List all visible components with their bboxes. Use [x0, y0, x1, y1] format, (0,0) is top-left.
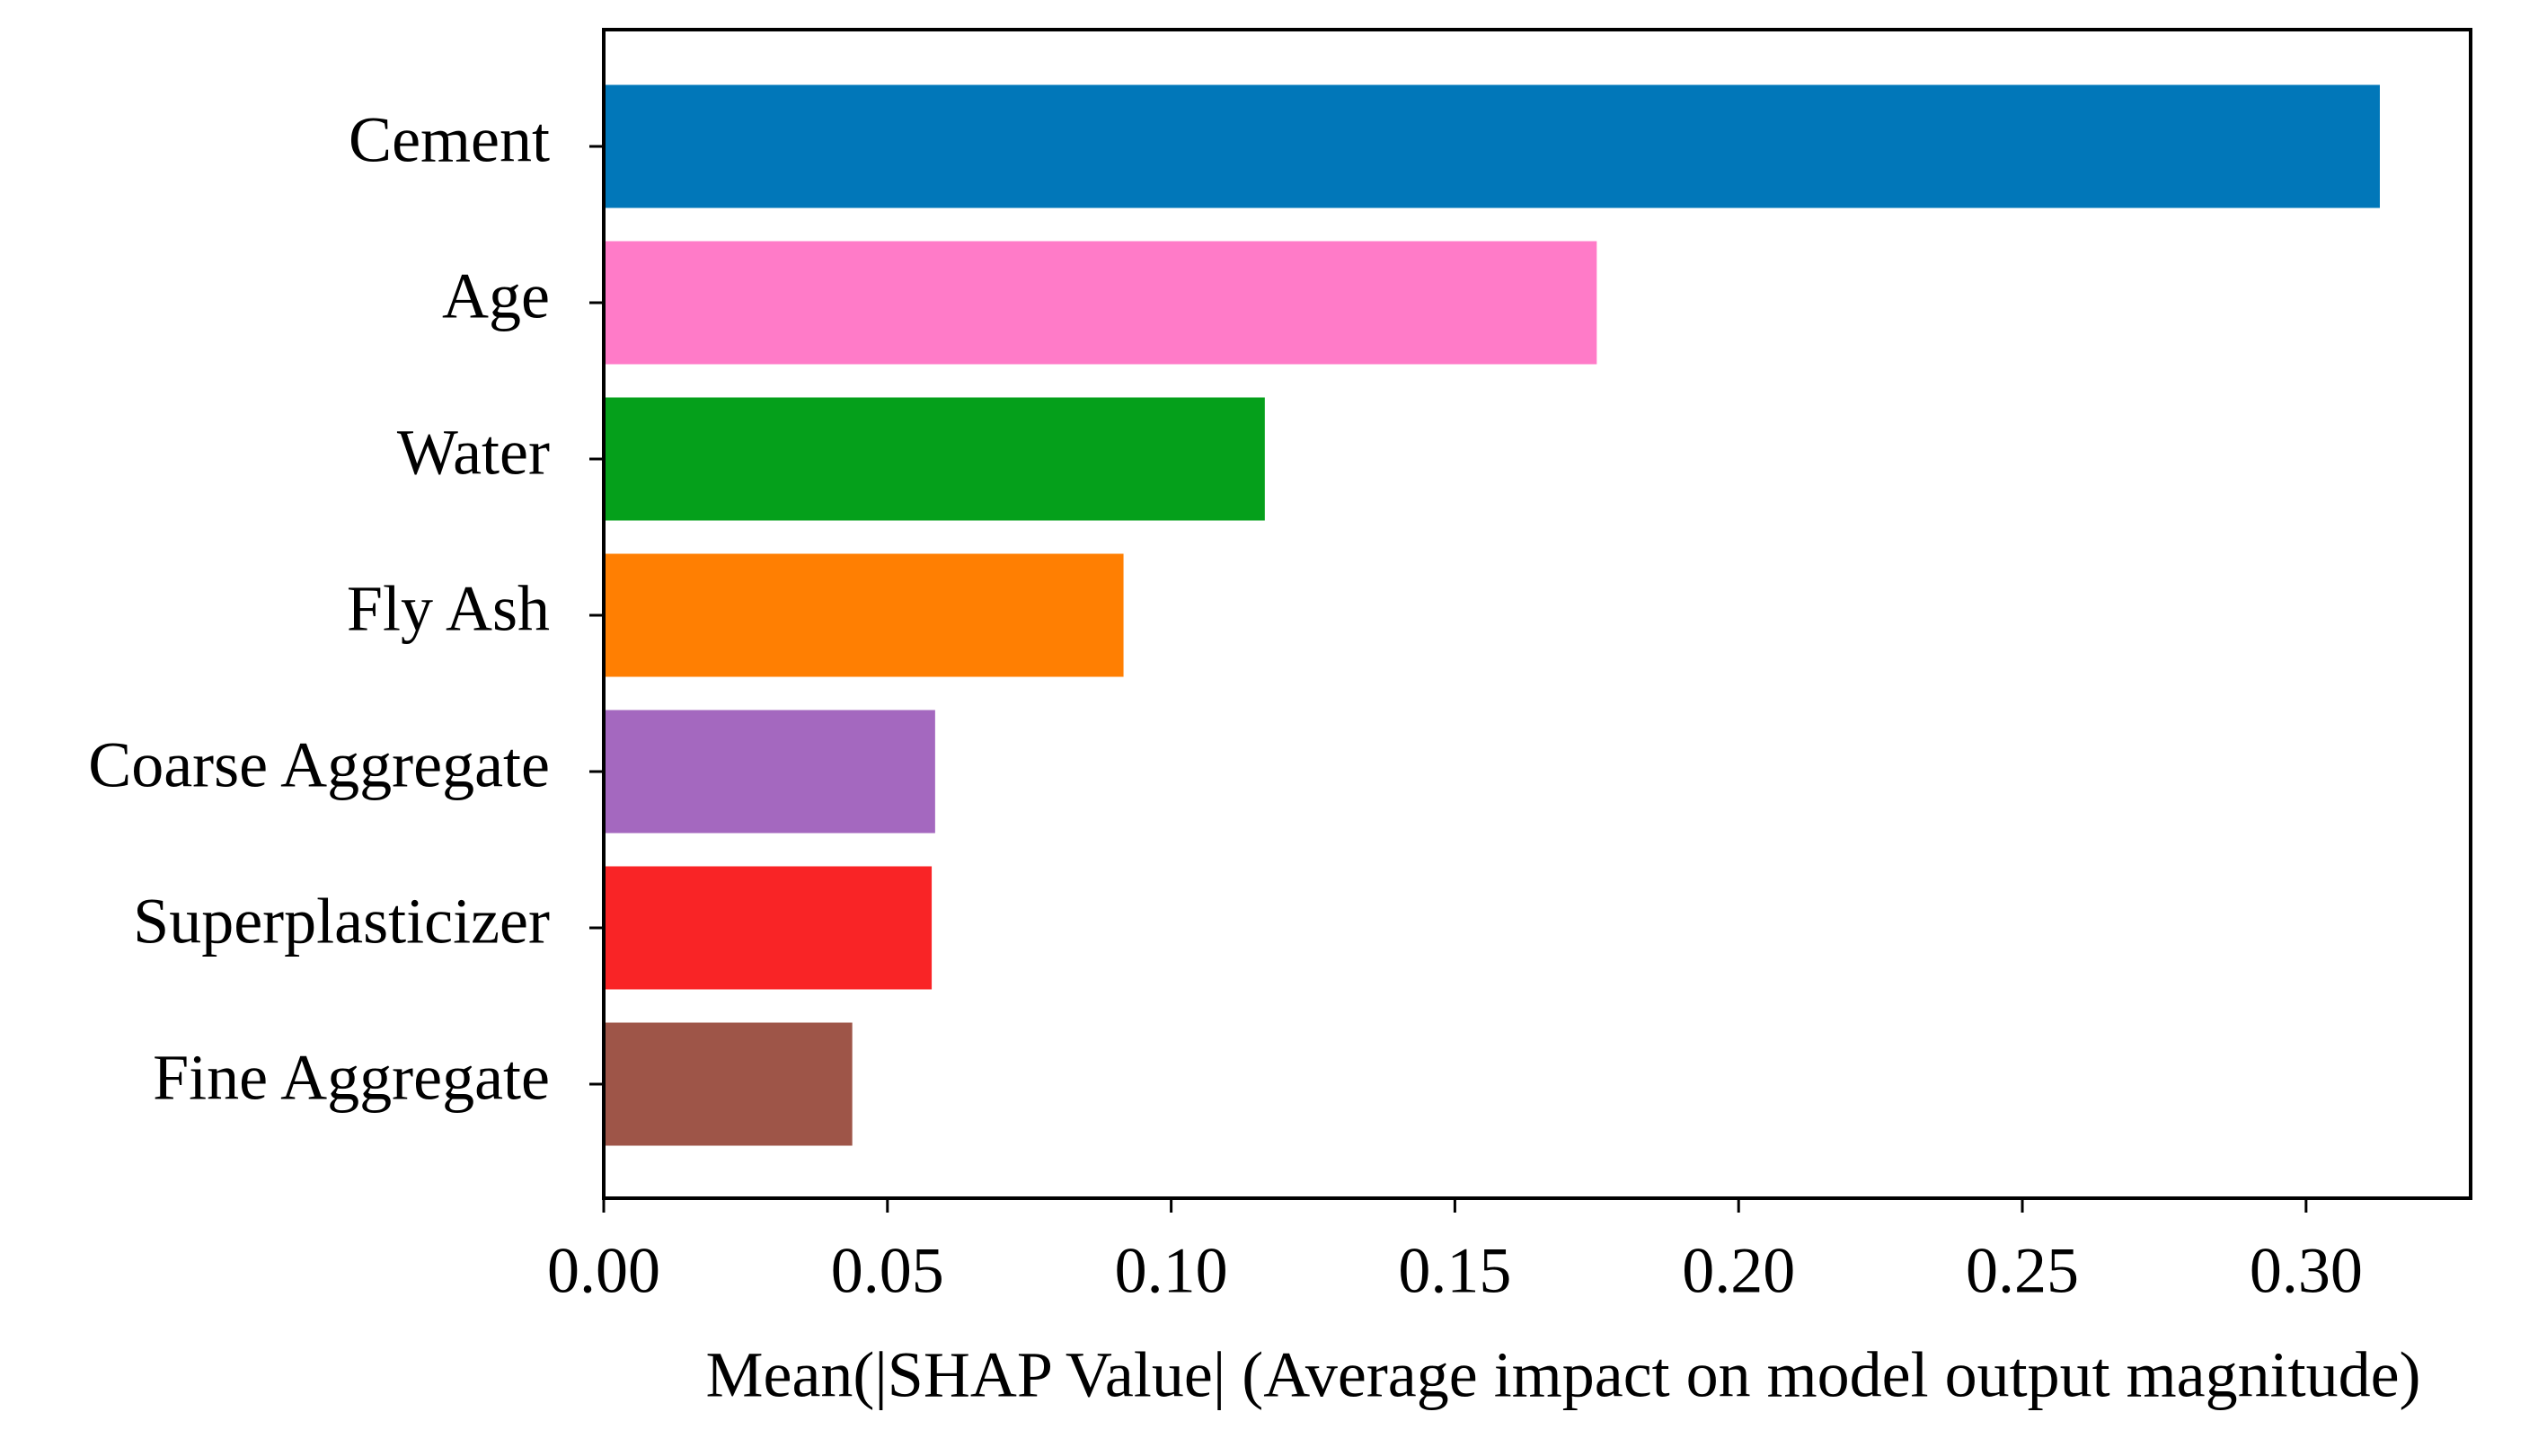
y-tick-label: Fly Ash [347, 573, 550, 645]
x-tick-label: 0.25 [1966, 1235, 2079, 1307]
x-tick-label: 0.05 [831, 1235, 944, 1307]
x-tick-label: 0.15 [1398, 1235, 1511, 1307]
bar [604, 710, 935, 834]
bar [604, 84, 2380, 208]
x-tick-label: 0.30 [2250, 1235, 2363, 1307]
bar [604, 866, 933, 990]
y-tick-label: Water [397, 417, 550, 489]
y-tick-label: Superplasticizer [133, 886, 550, 957]
y-tick-label: Cement [349, 104, 550, 176]
y-tick-label: Coarse Aggregate [88, 729, 550, 801]
plot-frame [602, 28, 2472, 1200]
x-axis-label: Mean(|SHAP Value| (Average impact on mod… [705, 1339, 2420, 1411]
x-tick-label: 0.10 [1115, 1235, 1228, 1307]
bar [604, 553, 1124, 677]
x-tick-label: 0.20 [1682, 1235, 1795, 1307]
y-tick-label: Fine Aggregate [153, 1042, 550, 1114]
y-tick-label: Age [442, 260, 550, 332]
x-tick-label: 0.00 [547, 1235, 660, 1307]
bar [604, 241, 1597, 365]
bar [604, 1022, 853, 1146]
bar [604, 397, 1265, 521]
